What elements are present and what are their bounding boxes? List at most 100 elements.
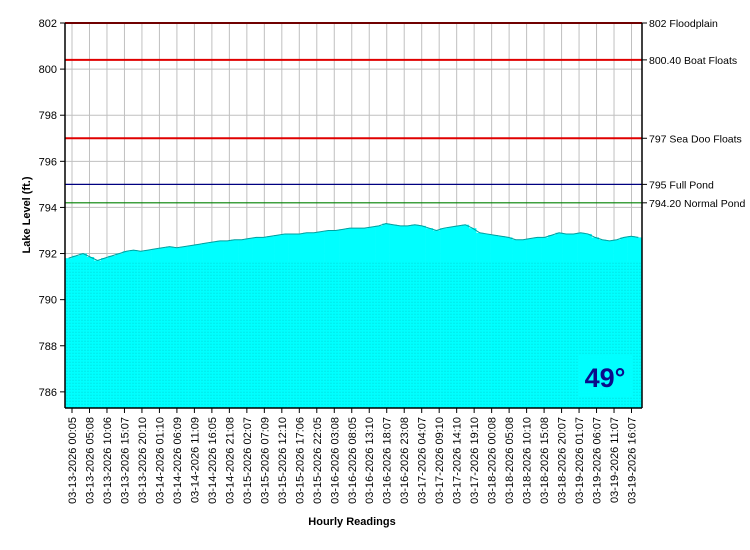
area-bar bbox=[101, 258, 109, 408]
x-tick-label: 03-16-2026 03:08 bbox=[329, 417, 341, 504]
area-bar bbox=[310, 232, 318, 408]
x-tick-label: 03-18-2026 15:08 bbox=[539, 417, 551, 504]
temperature-badge-background bbox=[578, 354, 632, 396]
area-bar bbox=[533, 237, 542, 408]
area-bar bbox=[324, 230, 333, 408]
area-bar bbox=[577, 232, 585, 408]
area-bar bbox=[353, 228, 362, 408]
reference-label: 797 Sea Doo Floats bbox=[649, 133, 742, 145]
area-bar bbox=[569, 233, 578, 408]
area-bar bbox=[461, 224, 470, 408]
area-bar bbox=[584, 233, 592, 408]
x-tick-label: 03-15-2026 12:10 bbox=[277, 417, 289, 504]
x-tick-label: 03-18-2026 00:08 bbox=[487, 417, 499, 504]
data-area bbox=[65, 223, 643, 408]
reference-label: 800.40 Boat Floats bbox=[649, 55, 737, 67]
area-bar bbox=[129, 250, 138, 408]
x-tick-label: 03-13-2026 20:10 bbox=[137, 417, 149, 504]
x-tick-label: 03-17-2026 19:10 bbox=[469, 417, 481, 504]
area-bar bbox=[360, 228, 369, 408]
x-tick-label: 03-13-2026 10:06 bbox=[102, 417, 114, 504]
x-tick-label: 03-19-2026 16:07 bbox=[627, 417, 639, 504]
area-bar bbox=[202, 243, 210, 408]
y-tick-labels: 786 788 790 792 794 796 798 800 802 bbox=[39, 18, 65, 399]
area-bar bbox=[187, 245, 196, 408]
area-bar bbox=[331, 230, 340, 408]
area-bar bbox=[483, 233, 491, 408]
area-bar bbox=[541, 237, 549, 408]
x-tick-label: 03-18-2026 10:10 bbox=[522, 417, 534, 504]
area-bar bbox=[627, 236, 636, 408]
area-bar bbox=[613, 239, 621, 408]
x-tick-label: 03-14-2026 21:08 bbox=[224, 417, 236, 504]
area-bar bbox=[165, 246, 174, 408]
y-tick-label: 792 bbox=[39, 249, 57, 261]
x-tick-label: 03-17-2026 14:10 bbox=[452, 417, 464, 504]
area-bar bbox=[591, 237, 600, 408]
area-bar bbox=[512, 239, 520, 408]
y-tick-label: 786 bbox=[39, 387, 57, 399]
area-bar bbox=[115, 253, 123, 408]
y-tick-label: 790 bbox=[39, 295, 57, 307]
area-bar bbox=[122, 251, 131, 408]
y-tick-label: 796 bbox=[39, 156, 57, 168]
area-bar bbox=[230, 239, 239, 408]
area-bar bbox=[526, 238, 535, 408]
area-bar bbox=[440, 228, 448, 408]
area-bar bbox=[288, 233, 297, 408]
area-bar bbox=[425, 228, 434, 408]
area-bar bbox=[432, 230, 441, 408]
area-bar bbox=[454, 225, 462, 408]
area-bar bbox=[180, 246, 188, 408]
x-tick-labels: 03-13-2026 00:05 03-13-2026 05:08 03-13-20… bbox=[67, 408, 639, 504]
x-tick-label: 03-14-2026 06:09 bbox=[172, 417, 184, 504]
y-tick-label: 800 bbox=[39, 64, 57, 76]
axes bbox=[64, 22, 643, 409]
area-bar bbox=[346, 228, 354, 408]
area-bar bbox=[317, 231, 325, 408]
area-edge bbox=[68, 223, 639, 261]
area-bar bbox=[223, 240, 232, 408]
x-axis-title: Hourly Readings bbox=[308, 516, 395, 528]
x-tick-label: 03-16-2026 23:08 bbox=[399, 417, 411, 504]
x-tick-label: 03-14-2026 11:09 bbox=[189, 417, 201, 503]
temperature-value: 49° bbox=[585, 363, 626, 393]
area-bar bbox=[173, 247, 181, 408]
area-bar bbox=[274, 235, 282, 408]
area-bar bbox=[86, 257, 95, 408]
x-tick-label: 03-15-2026 02:07 bbox=[242, 417, 254, 504]
area-bar bbox=[519, 239, 527, 408]
area-bar bbox=[389, 224, 398, 408]
y-axis-title: Lake Level (ft.) bbox=[21, 176, 33, 253]
area-bar bbox=[497, 236, 506, 408]
area-bar bbox=[295, 233, 304, 408]
x-tick-label: 03-13-2026 15:07 bbox=[119, 417, 131, 504]
area-bar bbox=[151, 248, 160, 408]
temperature-badge: 49° bbox=[578, 354, 632, 396]
area-bar bbox=[216, 240, 224, 408]
reference-label: 795 Full Pond bbox=[649, 179, 714, 191]
area-bar bbox=[252, 237, 261, 408]
area-bar bbox=[238, 239, 246, 408]
y-tick-label: 794 bbox=[39, 202, 57, 214]
area-bar bbox=[259, 237, 268, 408]
area-bar bbox=[79, 253, 87, 408]
x-tick-label: 03-15-2026 17:06 bbox=[294, 417, 306, 504]
x-tick-label: 03-17-2026 04:07 bbox=[417, 417, 429, 504]
x-tick-label: 03-13-2026 05:08 bbox=[84, 417, 96, 504]
y-tick-label: 788 bbox=[39, 341, 57, 353]
area-bar bbox=[339, 229, 347, 408]
area-bar bbox=[620, 237, 628, 408]
area-bar bbox=[367, 227, 376, 408]
y-tick-label: 798 bbox=[39, 110, 57, 122]
x-tick-label: 03-18-2026 20:07 bbox=[557, 417, 569, 504]
x-tick-label: 03-19-2026 01:07 bbox=[574, 417, 586, 504]
reference-labels: 802 Floodplain 800.40 Boat Floats 797 Sea … bbox=[642, 18, 745, 210]
x-tick-label: 03-16-2026 08:05 bbox=[347, 417, 359, 504]
x-tick-label: 03-19-2026 11:07 bbox=[609, 417, 621, 503]
area-bar bbox=[418, 225, 426, 408]
area-bar bbox=[65, 258, 73, 408]
area-bar bbox=[245, 238, 253, 408]
reference-label: 802 Floodplain bbox=[649, 18, 718, 30]
